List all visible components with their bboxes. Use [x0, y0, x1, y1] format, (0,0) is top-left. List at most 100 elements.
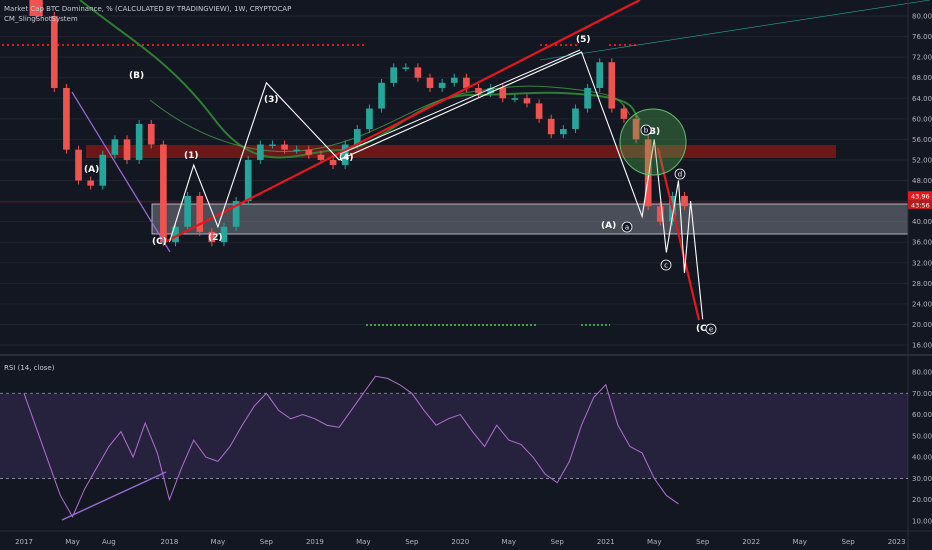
x-tick-label: Sep — [551, 538, 565, 546]
y-tick-label: 24.00 — [912, 300, 932, 308]
x-tick-label: May — [792, 538, 806, 546]
rsi-divergence-line — [61, 471, 167, 521]
rsi-tick-label: 70.00 — [912, 390, 932, 398]
y-tick-label: 80.00 — [912, 13, 932, 21]
candle-body — [450, 77, 458, 83]
x-tick-label: May — [356, 538, 370, 546]
wave-circle-e — [705, 323, 717, 335]
candle-body — [99, 154, 107, 186]
x-tick-label: May — [211, 538, 225, 546]
candle-body — [111, 139, 119, 155]
highlight-circle — [619, 108, 687, 176]
wave-label-a-left: (A) — [84, 165, 99, 175]
x-tick-label: May — [647, 538, 661, 546]
x-tick-label: 2021 — [597, 538, 615, 546]
wave-labels: (A) (B) (C) (1) (2) (3) (4) (5) (A) (B) (C) a b c d e — [84, 35, 717, 335]
x-tick-label: Aug — [102, 538, 116, 546]
y-tick-label: 68.00 — [912, 74, 932, 82]
y-tick-label: 32.00 — [912, 259, 932, 267]
candle-body — [341, 144, 349, 166]
fast-ma-line — [149, 85, 631, 152]
candle-body — [366, 108, 373, 130]
candle-body — [378, 82, 385, 109]
x-tick-label: 2018 — [161, 538, 179, 546]
candle-body — [487, 87, 494, 94]
wave-label-d: d — [678, 171, 682, 179]
secondary-tag-text: 43:56 — [911, 201, 930, 209]
rsi-line — [23, 375, 679, 518]
candle-body — [426, 77, 434, 88]
wave-label-c: c — [664, 262, 668, 270]
candle-body — [244, 159, 252, 202]
candle-body — [523, 98, 531, 104]
x-tick-label: 2019 — [306, 538, 324, 546]
x-tick-label: 2022 — [742, 538, 760, 546]
candle-body — [317, 154, 325, 160]
price-series — [29, 0, 688, 247]
candle-body — [656, 206, 664, 222]
rsi-tick-label: 80.00 — [912, 369, 932, 377]
candle-body — [414, 67, 422, 78]
wave-label-1: (1) — [184, 151, 199, 161]
candle-body — [463, 77, 470, 88]
candle-body — [329, 159, 337, 166]
candle-body — [560, 129, 567, 135]
candle-body — [147, 123, 155, 145]
wave-label-c-left: (C) — [152, 237, 167, 247]
wave-channel-line — [339, 49, 581, 155]
candle-body — [620, 108, 628, 119]
y-tick-label: 28.00 — [912, 280, 932, 288]
chart-title: Market Cap BTC Dominance, % (CALCULATED … — [4, 5, 292, 13]
rsi-panel: 10.00 20.00 30.00 40.00 50.00 60.00 70.00 80.00 — [0, 354, 932, 526]
candle-body — [269, 144, 276, 147]
candle-body — [438, 82, 446, 88]
y-tick-label: 72.00 — [912, 54, 932, 62]
wave-label-b-left: (B) — [129, 71, 144, 81]
candle-body — [390, 67, 397, 83]
candle-body — [281, 144, 288, 150]
candle-body — [572, 108, 579, 130]
candle-body — [644, 139, 652, 207]
projection-line — [168, 51, 704, 320]
candle-body — [172, 226, 179, 243]
projected-drop-line — [656, 147, 701, 321]
zones — [0, 145, 909, 235]
wave-label-b: b — [644, 127, 649, 135]
rsi-tick-label: 50.00 — [912, 432, 932, 440]
x-tick-label: 2023 — [888, 538, 906, 546]
candle-body — [584, 87, 591, 109]
trendlines — [71, 0, 931, 321]
secondary-tag — [908, 200, 932, 210]
y-tick-label: 16.00 — [912, 342, 932, 350]
candle-body — [232, 201, 240, 227]
long-trendline — [539, 0, 931, 61]
candle-body — [123, 139, 131, 160]
rsi-tick-label: 30.00 — [912, 475, 932, 483]
dotted-markers — [2, 44, 636, 326]
purple-trendline — [71, 91, 171, 253]
y-tick-label: 20.00 — [912, 321, 932, 329]
wave-circle-d — [674, 168, 686, 180]
rsi-band — [0, 393, 908, 479]
rsi-tick-label: 60.00 — [912, 411, 932, 419]
candle-body — [29, 0, 43, 16]
candle-body — [160, 144, 167, 243]
wave-circle-b — [640, 124, 652, 136]
y-tick-label: 64.00 — [912, 95, 932, 103]
candle-body — [475, 87, 482, 94]
candle-body — [63, 87, 70, 150]
wave-label-b-right: (B) — [645, 127, 660, 137]
candle-body — [184, 195, 191, 227]
candle-body — [135, 123, 143, 160]
wave-label-a-right: (A) — [601, 221, 616, 231]
y-tick-label: 56.00 — [912, 136, 932, 144]
support-trendline — [164, 0, 641, 243]
x-tick-label: 2020 — [451, 538, 469, 546]
wave-label-2: (2) — [208, 233, 223, 243]
time-axis: 2017 May Aug 2018 May Sep 2019 May Sep 2020 May Sep… — [0, 530, 932, 546]
wave-label-a: a — [625, 224, 629, 232]
candle-body — [293, 149, 301, 152]
y-tick-label: 48.00 — [912, 177, 932, 185]
